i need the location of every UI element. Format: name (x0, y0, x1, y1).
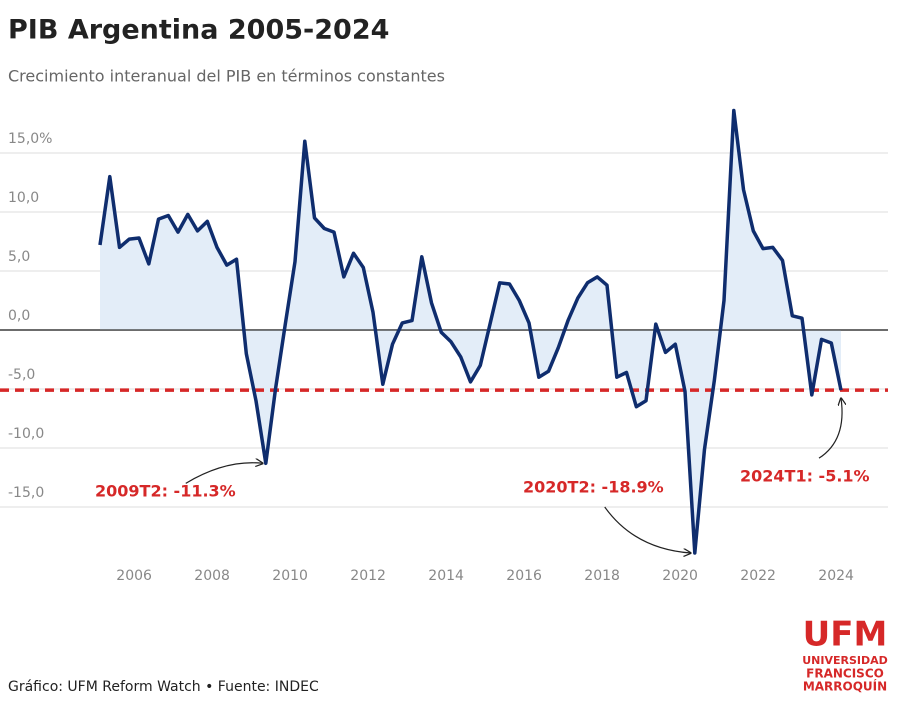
y-tick-label: 0,0 (8, 308, 30, 324)
annotation-arrow (185, 463, 263, 484)
x-tick-label: 2022 (740, 568, 776, 584)
y-tick-label: 10,0 (8, 190, 39, 206)
x-tick-label: 2012 (350, 568, 386, 584)
chart-subtitle: Crecimiento interanual del PIB en términ… (8, 67, 445, 86)
x-tick-label: 2018 (584, 568, 620, 584)
y-tick-label: -15,0 (8, 485, 44, 501)
x-tick-label: 2014 (428, 568, 464, 584)
logo-line: MARROQUÍN (803, 679, 887, 694)
chart-title: PIB Argentina 2005-2024 (8, 15, 389, 46)
x-tick-label: 2024 (818, 568, 854, 584)
x-tick-label: 2010 (272, 568, 308, 584)
x-tick-label: 2020 (662, 568, 698, 584)
annotation-arrow (818, 398, 842, 459)
x-tick-label: 2016 (506, 568, 542, 584)
y-tick-label: 5,0 (8, 249, 30, 265)
logo-line: UNIVERSIDAD (802, 654, 888, 667)
x-tick-label: 2008 (194, 568, 230, 584)
logo-name: UFM (803, 615, 888, 655)
annotation: 2024T1: -5.1% (740, 467, 870, 486)
source: Gráfico: UFM Reform Watch • Fuente: INDE… (8, 679, 319, 695)
area (100, 110, 841, 553)
annotation: 2020T2: -18.9% (523, 478, 664, 497)
y-tick-label: -5,0 (8, 367, 35, 383)
line (98, 108, 843, 555)
annotation-arrow (604, 506, 691, 553)
x-tick-label: 2006 (116, 568, 152, 584)
y-tick-label: -10,0 (8, 426, 44, 442)
y-tick-label: 15,0% (8, 131, 52, 147)
annotation: 2009T2: -11.3% (95, 482, 236, 501)
logo-line: FRANCISCO (806, 667, 884, 681)
